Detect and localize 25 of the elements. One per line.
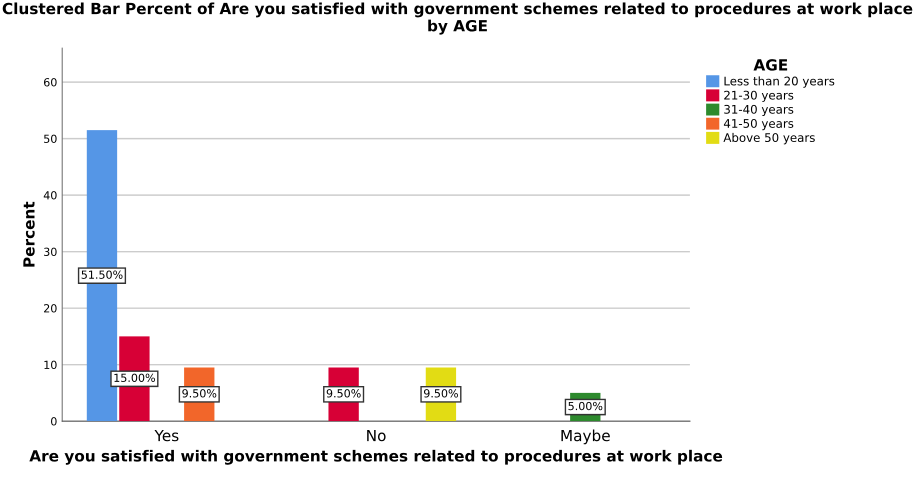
- y-tick-label: 0: [51, 417, 57, 426]
- x-tick-label: No: [367, 430, 386, 442]
- y-tick-label: 60: [44, 78, 57, 86]
- legend-label: Above 50 years: [723, 132, 815, 144]
- y-tick-label: 40: [44, 191, 57, 200]
- legend-label: 31-40 years: [724, 104, 794, 116]
- legend-label: 41-50 years: [724, 118, 794, 130]
- legend-label: Less than 20 years: [724, 76, 834, 88]
- data-label: 9.50%: [182, 389, 216, 398]
- legend-title: AGE: [754, 59, 788, 71]
- y-axis-title: Percent: [23, 202, 35, 267]
- y-tick-label: 50: [44, 134, 57, 144]
- x-tick-label: Maybe: [561, 429, 610, 444]
- data-label: 51.50%: [82, 270, 123, 279]
- chart-title: Clustered Bar Percent of Are you satisfied with government schemes related to procedures at work place by AGE: [2, 2, 912, 35]
- x-axis-title: Are you satisfied with government schemes related to procedures at work place: [29, 450, 722, 465]
- data-label: 9.50%: [326, 389, 361, 398]
- legend-label: 21-30 years: [724, 90, 794, 102]
- data-label: 5.00%: [568, 402, 602, 410]
- data-label: 15.00%: [114, 374, 155, 382]
- y-tick-label: 20: [44, 304, 57, 313]
- x-tick-label: Yes: [154, 430, 178, 442]
- y-tick-label: 10: [44, 360, 57, 370]
- y-tick-label: 30: [44, 248, 57, 256]
- data-label: 9.50%: [424, 389, 458, 398]
